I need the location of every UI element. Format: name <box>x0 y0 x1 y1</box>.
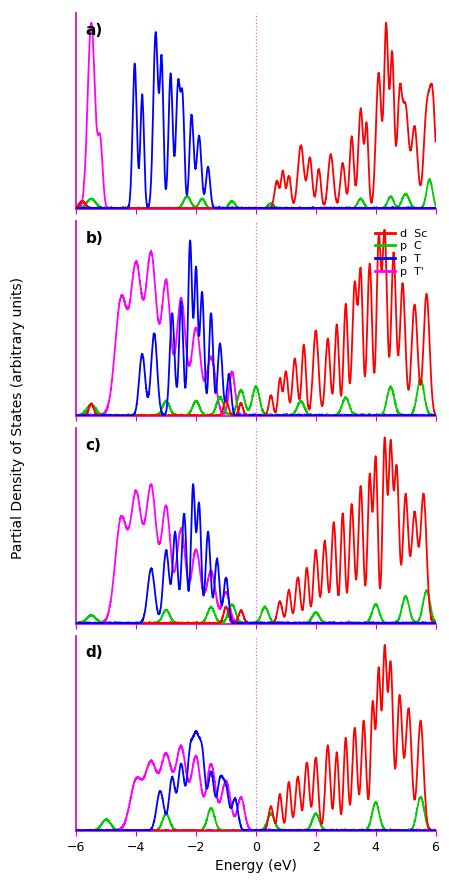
X-axis label: Energy (eV): Energy (eV) <box>215 860 297 874</box>
Text: b): b) <box>85 230 103 245</box>
Text: a): a) <box>85 23 102 38</box>
Legend: d  Sc, p  C, p  T, p  T': d Sc, p C, p T, p T' <box>373 227 430 279</box>
Text: d): d) <box>85 645 103 661</box>
Text: Partial Density of States (arbitrary units): Partial Density of States (arbitrary uni… <box>11 276 25 559</box>
Text: c): c) <box>85 438 101 453</box>
